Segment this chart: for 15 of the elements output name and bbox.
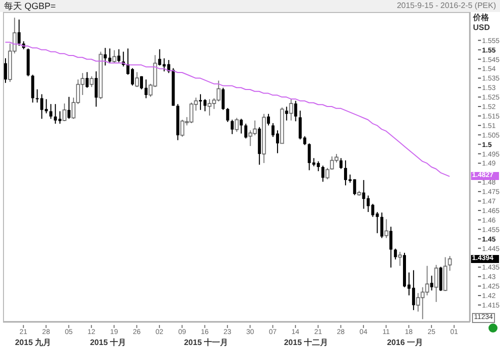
- chart-subtitle: 2015-9-15 - 2016-2-5 (PEK): [396, 1, 496, 10]
- candlestick: [49, 104, 52, 120]
- candlestick: [316, 160, 320, 172]
- text: 2015 十二月: [282, 337, 330, 348]
- candlestick: [31, 74, 34, 104]
- candlestick: [344, 160, 348, 186]
- y-axis-title: 价格 USD: [473, 13, 490, 33]
- text: 2016 一月: [386, 337, 424, 348]
- text: 2015 十月: [88, 337, 128, 348]
- text: 2015 九月: [14, 337, 52, 348]
- text: 2015 十一月: [182, 337, 230, 348]
- candlestick: [226, 108, 230, 123]
- candlestick: [298, 110, 302, 140]
- chart-title: 每天 QGBP=: [4, 0, 56, 13]
- candlestick: [36, 88, 39, 104]
